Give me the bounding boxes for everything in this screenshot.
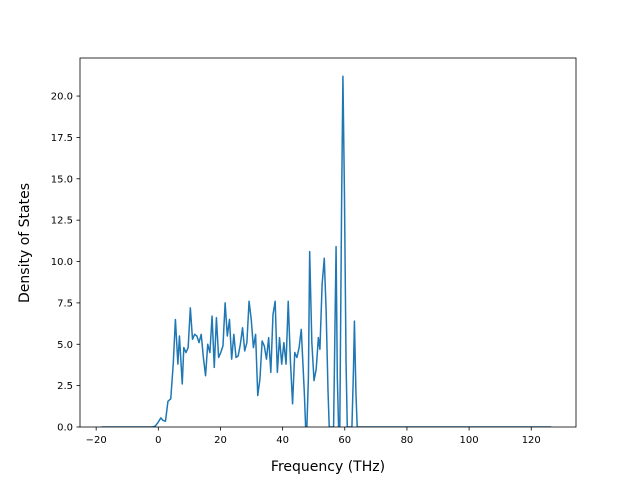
y-tick-label: 12.5 <box>51 216 73 227</box>
x-tick-label: 0 <box>155 435 161 446</box>
x-tick-label: 120 <box>522 435 541 446</box>
x-tick-label: 100 <box>460 435 479 446</box>
y-tick-label: 5.0 <box>57 340 73 351</box>
x-axis-ticks: −20 0 20 40 60 80 100 120 <box>86 427 541 446</box>
x-tick-label: 40 <box>276 435 289 446</box>
x-tick-label: 60 <box>338 435 351 446</box>
y-tick-label: 2.5 <box>57 381 73 392</box>
x-tick-label: −20 <box>86 435 107 446</box>
x-axis-label: Frequency (THz) <box>271 459 385 475</box>
y-tick-label: 10.0 <box>51 257 73 268</box>
y-tick-label: 0.0 <box>57 423 73 434</box>
x-tick-label: 80 <box>401 435 414 446</box>
y-axis-ticks: 0.0 2.5 5.0 7.5 10.0 12.5 15.0 17.5 20.0 <box>51 92 80 434</box>
y-tick-label: 17.5 <box>51 133 73 144</box>
dos-series-line <box>101 75 552 427</box>
axes-frame <box>79 57 577 428</box>
y-tick-label: 7.5 <box>57 298 73 309</box>
y-axis-label: Density of States <box>17 183 33 303</box>
plot-area <box>79 57 577 428</box>
x-tick-label: 20 <box>214 435 227 446</box>
y-tick-label: 20.0 <box>51 92 73 103</box>
y-tick-label: 15.0 <box>51 174 73 185</box>
